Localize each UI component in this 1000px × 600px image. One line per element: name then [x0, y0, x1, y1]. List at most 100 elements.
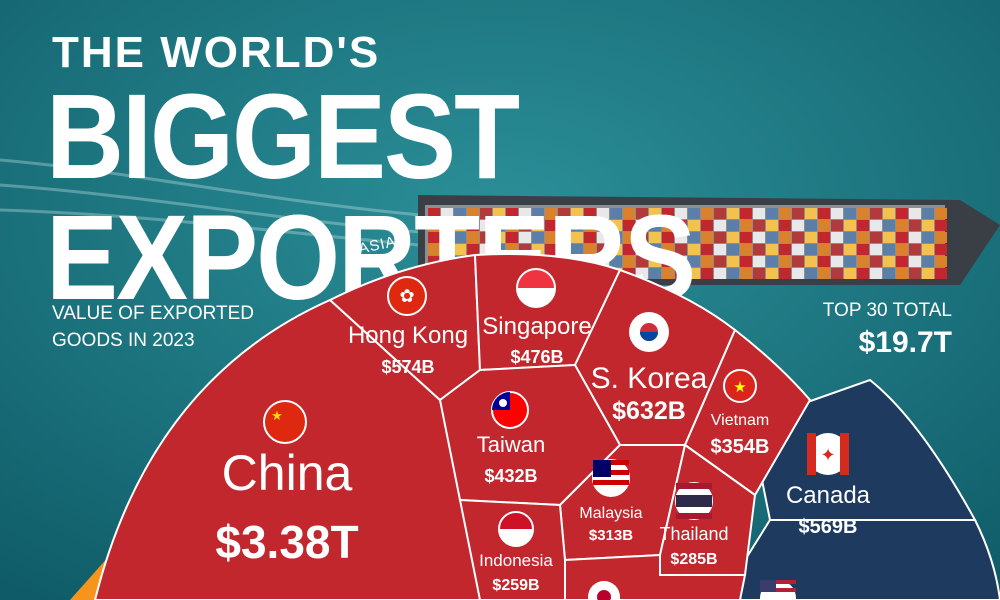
- shipping-container: [688, 208, 700, 219]
- shipping-container: [623, 232, 635, 243]
- shipping-container: [688, 256, 700, 267]
- shipping-container: [753, 232, 765, 243]
- shipping-container: [688, 244, 700, 255]
- shipping-container: [675, 232, 687, 243]
- shipping-container: [753, 220, 765, 231]
- americas-cell-lower: [738, 519, 1000, 600]
- shipping-container: [649, 244, 661, 255]
- title-line-1: THE WORLD'S: [52, 28, 381, 77]
- malaysia-flag-icon: [592, 459, 630, 497]
- shipping-container: [857, 268, 869, 279]
- shipping-container: [727, 244, 739, 255]
- shipping-container: [831, 220, 843, 231]
- shipping-container: [883, 268, 895, 279]
- indonesia-flag-icon: [498, 511, 534, 547]
- shipping-container: [844, 268, 856, 279]
- shipping-container: [545, 208, 557, 219]
- shipping-container: [805, 268, 817, 279]
- shipping-container: [675, 268, 687, 279]
- shipping-container: [519, 244, 531, 255]
- shipping-container: [493, 220, 505, 231]
- asia-wedge: [93, 253, 812, 600]
- thailand-value-label: $285B: [670, 551, 717, 568]
- shipping-container: [870, 220, 882, 231]
- shipping-container: [467, 232, 479, 243]
- shipping-container: [701, 256, 713, 267]
- shipping-container: [883, 232, 895, 243]
- title-line-2: BIGGEST EXPORTERS: [46, 68, 696, 325]
- shipping-container: [480, 244, 492, 255]
- shipping-container: [610, 232, 622, 243]
- shipping-container: [740, 232, 752, 243]
- singapore-name-label: Singapore: [482, 313, 591, 340]
- shipping-container: [441, 208, 453, 219]
- taiwan-value-label: $432B: [484, 466, 537, 486]
- total-value: $19.7T: [858, 326, 952, 359]
- shipping-container: [506, 220, 518, 231]
- shipping-container: [584, 232, 596, 243]
- shipping-container: [922, 208, 934, 219]
- shipping-container: [935, 268, 947, 279]
- shipping-container: [935, 244, 947, 255]
- shipping-container: [623, 208, 635, 219]
- shipping-container: [727, 256, 739, 267]
- shipping-container: [727, 232, 739, 243]
- malaysia-name-label: Malaysia: [579, 505, 642, 522]
- shipping-container: [909, 244, 921, 255]
- shipping-container: [662, 268, 674, 279]
- shipping-container: [675, 244, 687, 255]
- shipping-container: [532, 232, 544, 243]
- shipping-container: [454, 244, 466, 255]
- shipping-container: [753, 208, 765, 219]
- shipping-container: [714, 256, 726, 267]
- shipping-container: [818, 208, 830, 219]
- shipping-container: [831, 208, 843, 219]
- shipping-container: [636, 268, 648, 279]
- shipping-container: [428, 208, 440, 219]
- shipping-container: [844, 256, 856, 267]
- shipping-container: [896, 268, 908, 279]
- china-value-label: $3.38T: [215, 516, 358, 568]
- shipping-container: [753, 256, 765, 267]
- shipping-container: [857, 220, 869, 231]
- shipping-container: [610, 208, 622, 219]
- country-labels: China $3.38T Hong Kong $574B Singapore $476B S…: [215, 313, 870, 594]
- shipping-container: [649, 208, 661, 219]
- shipping-container: [922, 244, 934, 255]
- shipping-container: [896, 208, 908, 219]
- hong-kong-flag-icon: ✿: [387, 276, 427, 316]
- shipping-container: [883, 208, 895, 219]
- shipping-container: [675, 256, 687, 267]
- shipping-container: [779, 208, 791, 219]
- shipping-container: [623, 220, 635, 231]
- shipping-container: [870, 268, 882, 279]
- shipping-container: [558, 220, 570, 231]
- shipping-container: [922, 220, 934, 231]
- shipping-container: [545, 232, 557, 243]
- vietnam-value-label: $354B: [711, 436, 770, 458]
- vietnam-flag-icon: ★: [723, 369, 757, 403]
- shipping-container: [831, 268, 843, 279]
- shipping-container: [454, 232, 466, 243]
- shipping-container: [740, 220, 752, 231]
- shipping-container: [922, 232, 934, 243]
- subtitle-line-1: VALUE OF EXPORTED: [52, 303, 255, 324]
- shipping-container: [441, 220, 453, 231]
- shipping-container: [740, 268, 752, 279]
- shipping-container: [558, 244, 570, 255]
- shipping-container: [428, 220, 440, 231]
- shipping-container: [597, 220, 609, 231]
- shipping-container: [727, 208, 739, 219]
- taiwan-name-label: Taiwan: [477, 432, 545, 457]
- shipping-container: [792, 208, 804, 219]
- shipping-container: [662, 244, 674, 255]
- shipping-container: [714, 232, 726, 243]
- shipping-container: [779, 244, 791, 255]
- shipping-container: [766, 220, 778, 231]
- usa-flag-icon: [760, 580, 796, 600]
- shipping-container: [818, 232, 830, 243]
- shipping-container: [818, 268, 830, 279]
- shipping-container: [779, 232, 791, 243]
- shipping-container: [688, 268, 700, 279]
- singapore-value-label: $476B: [510, 347, 563, 367]
